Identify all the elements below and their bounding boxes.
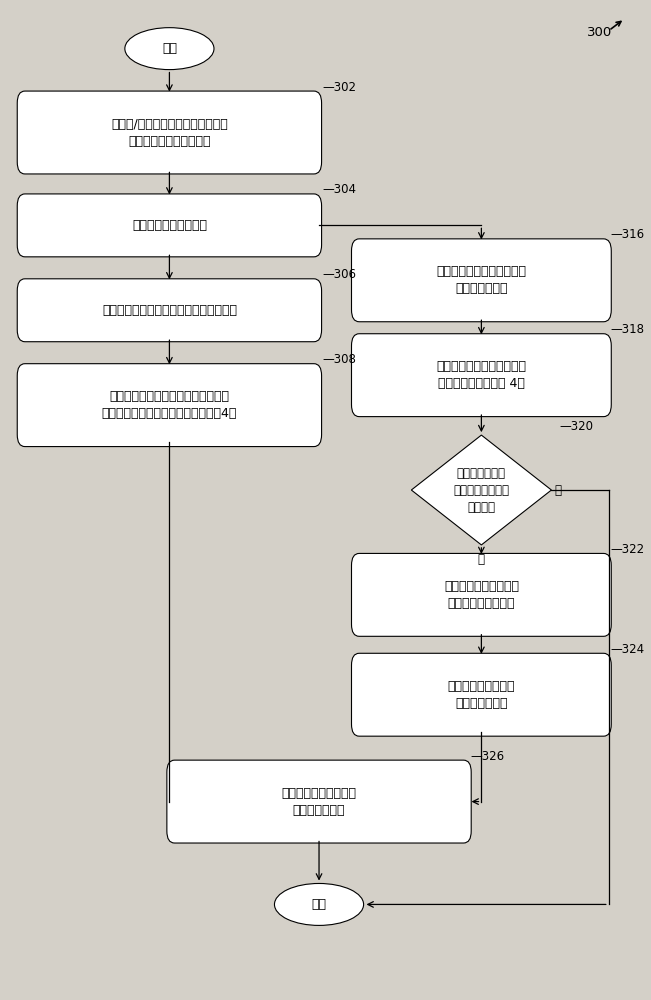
Text: —318: —318 xyxy=(611,323,644,336)
Text: —304: —304 xyxy=(322,183,356,196)
FancyBboxPatch shape xyxy=(167,760,471,843)
Text: —322: —322 xyxy=(611,543,644,556)
Text: 估算和/或掄量发动机工况包括来自
发动机传感器的扇矩估算: 估算和/或掄量发动机工况包括来自 发动机传感器的扇矩估算 xyxy=(111,118,228,148)
Text: —302: —302 xyxy=(322,81,356,94)
Text: 操作者允许下载
更新的发动机扇矩
数据组？: 操作者允许下载 更新的发动机扇矩 数据组？ xyxy=(453,467,509,514)
Text: —326: —326 xyxy=(471,750,505,763)
Text: 检索发动机扇矩数据组: 检索发动机扇矩数据组 xyxy=(132,219,207,232)
Text: 通过扇矩调节斜率和偏置修改器调节
发动机扇矩数据组的每个数据点（图4）: 通过扇矩调节斜率和偏置修改器调节 发动机扇矩数据组的每个数据点（图4） xyxy=(102,390,237,420)
Text: —316: —316 xyxy=(611,228,644,241)
Text: 结束: 结束 xyxy=(312,898,327,911)
Text: —308: —308 xyxy=(322,353,356,366)
FancyBboxPatch shape xyxy=(17,279,322,342)
Polygon shape xyxy=(411,435,551,545)
FancyBboxPatch shape xyxy=(17,364,322,447)
Ellipse shape xyxy=(125,28,214,70)
FancyBboxPatch shape xyxy=(17,91,322,174)
Text: 开始: 开始 xyxy=(162,42,177,55)
Text: 否: 否 xyxy=(555,484,562,497)
Text: 从非车载云控制系统下
载发动机扇矩数据组: 从非车载云控制系统下 载发动机扇矩数据组 xyxy=(444,580,519,610)
FancyBboxPatch shape xyxy=(17,194,322,257)
Text: 不同地调节发动机扇矩数据
组的单个数据点（图 4）: 不同地调节发动机扇矩数据 组的单个数据点（图 4） xyxy=(436,360,527,390)
Text: —320: —320 xyxy=(560,420,594,433)
FancyBboxPatch shape xyxy=(352,239,611,322)
FancyBboxPatch shape xyxy=(352,334,611,417)
Ellipse shape xyxy=(275,883,364,925)
Text: —324: —324 xyxy=(611,643,644,656)
Text: 基于下载进一步更新
发动扇矩数据组: 基于下载进一步更新 发动扇矩数据组 xyxy=(448,680,515,710)
FancyBboxPatch shape xyxy=(352,553,611,636)
Text: 300: 300 xyxy=(587,26,612,39)
Text: 是: 是 xyxy=(478,553,485,566)
Text: 上传发动机扇矩数据组至非
车载云控制系统: 上传发动机扇矩数据组至非 车载云控制系统 xyxy=(436,265,527,295)
Text: —306: —306 xyxy=(322,268,356,281)
FancyBboxPatch shape xyxy=(352,653,611,736)
Text: 基于发动机扇矩数据组
调节发动机运转: 基于发动机扇矩数据组 调节发动机运转 xyxy=(281,787,357,817)
Text: 确定（共用）扇矩调节斜率和偏置修改器: 确定（共用）扇矩调节斜率和偏置修改器 xyxy=(102,304,237,317)
